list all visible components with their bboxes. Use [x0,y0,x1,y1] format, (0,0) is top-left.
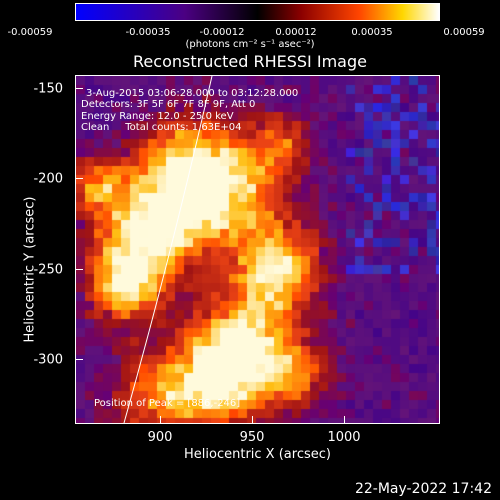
flux-map-image [76,76,439,423]
x-tick-mark [252,416,253,424]
y-tick-mark [75,359,83,360]
solar-limb-line [123,76,213,423]
y-tick-label: -300 [33,352,63,368]
overlay-energy-range: Energy Range: 12.0 - 25.0 keV [81,111,234,122]
colorbar-tick-label: 0.00059 [443,27,485,38]
colorbar-units-label: (photons cm⁻² s⁻¹ asec⁻²) [185,39,315,50]
y-tick-label: -150 [33,81,63,97]
colorbar-tick-label: 0.00035 [351,27,393,38]
image-plot-area: 3-Aug-2015 03:06:28.000 to 03:12:28.000 … [75,75,440,424]
plot-title: Reconstructed RHESSI Image [133,52,367,71]
colorbar-gradient [76,4,439,20]
x-tick-label: 1000 [327,430,361,445]
y-tick-mark [75,178,83,179]
overlay-peak-position: Position of Peak = [886,-246] [94,398,241,409]
x-tick-label: 950 [239,430,265,445]
y-tick-label: -250 [33,262,63,278]
y-axis-label: Heliocentric Y (arcsec) [22,196,38,343]
x-tick-mark [160,416,161,424]
y-tick-mark [75,269,83,270]
colorbar-tick-label: -0.00035 [125,27,171,38]
colorbar [75,3,440,21]
x-axis-label: Heliocentric X (arcsec) [184,447,331,462]
colorbar-tick-label: -0.00012 [199,27,245,38]
y-tick-label: -200 [33,171,63,187]
y-tick-mark [75,88,83,89]
overlay-detectors: Detectors: 3F 5F 6F 7F 8F 9F, Att 0 [81,99,256,110]
overlay-counts: Clean Total counts: 1.63E+04 [81,122,242,133]
x-tick-mark [344,416,345,424]
x-tick-label: 900 [147,430,173,445]
generation-timestamp: 22-May-2022 17:42 [354,481,492,497]
overlay-time-range: 3-Aug-2015 03:06:28.000 to 03:12:28.000 [86,88,299,99]
colorbar-tick-label: 0.00012 [275,27,317,38]
colorbar-tick-label: -0.00059 [7,27,53,38]
